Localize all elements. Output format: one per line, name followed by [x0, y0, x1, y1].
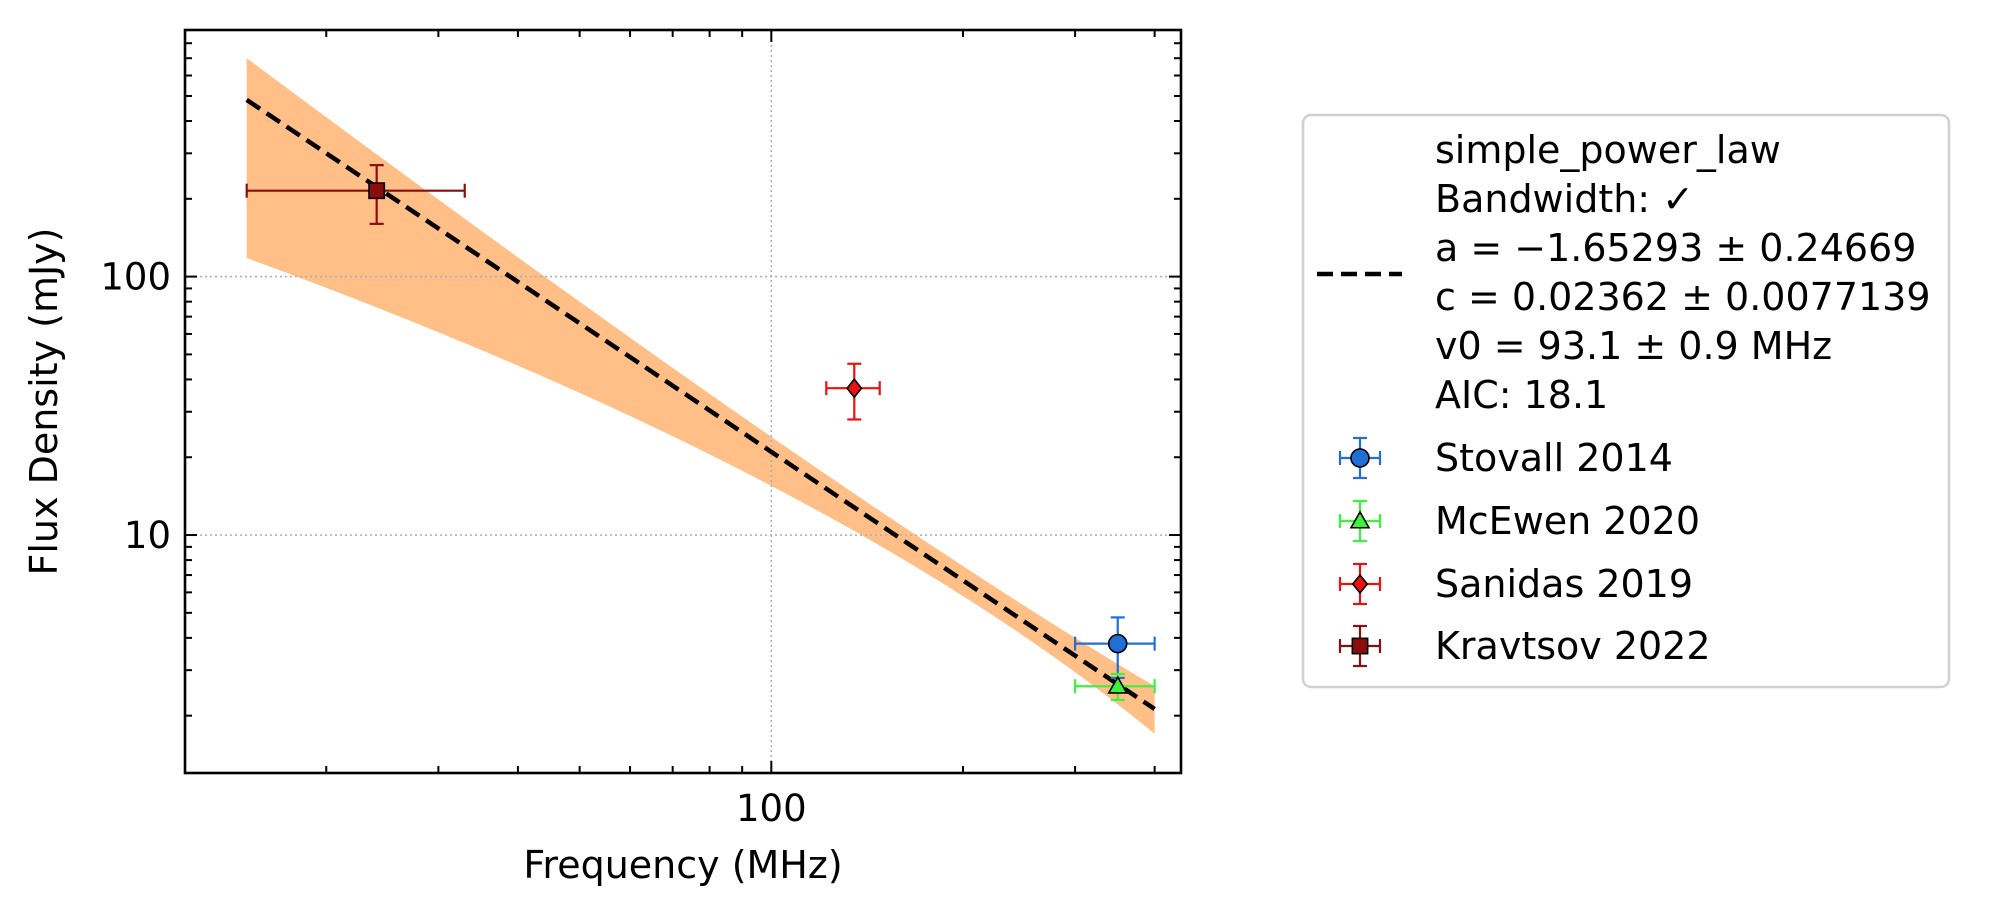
legend-label-stovall-2014: Stovall 2014: [1435, 436, 1673, 480]
legend-label-kravtsov-2022: Kravtsov 2022: [1435, 624, 1711, 668]
stovall-2014-point: [1107, 633, 1128, 654]
legend-marker-mcewen-2020: [1349, 510, 1371, 529]
legend-label-mcewen-2020: McEwen 2020: [1435, 499, 1700, 543]
legend-box: [1301, 113, 1951, 689]
legend-item-kravtsov-2022: Kravtsov 2022: [1338, 624, 1711, 668]
legend-marker-stovall-2014: [1350, 448, 1370, 468]
legend-fit-aic: AIC: 18.1: [1435, 373, 1608, 417]
legend-marker-sanidas-2019: [1351, 573, 1369, 595]
y-tick-label: 10: [124, 514, 171, 557]
y-axis-label: Flux Density (mJy): [22, 228, 66, 576]
legend-item-sanidas-2019: Sanidas 2019: [1338, 562, 1693, 606]
plot-frame: [183, 28, 1183, 775]
x-tick-label: 100: [736, 787, 807, 830]
legend: simple_power_law Bandwidth: ✓ a = −1.652…: [1301, 113, 1951, 689]
kravtsov-2022-point: [368, 182, 386, 200]
legend-fit-param-v0: v0 = 93.1 ± 0.9 MHz: [1435, 324, 1832, 368]
legend-marker-kravtsov-2022: [1351, 637, 1369, 655]
y-tick-label: 100: [100, 256, 171, 299]
legend-item-stovall-2014: Stovall 2014: [1338, 436, 1673, 480]
legend-fit-model-name: simple_power_law: [1435, 128, 1781, 172]
legend-fit-param-c: c = 0.02362 ± 0.0077139: [1435, 275, 1931, 319]
legend-fit-param-a: a = −1.65293 ± 0.24669: [1435, 226, 1916, 270]
sanidas-2019-point: [846, 377, 863, 399]
x-axis-label: Frequency (MHz): [523, 843, 842, 887]
legend-item-mcewen-2020: McEwen 2020: [1338, 499, 1700, 543]
mcewen-2020-point: [1107, 675, 1129, 694]
legend-fit-bandwidth: Bandwidth: ✓: [1435, 177, 1694, 221]
fit-line: [245, 98, 1156, 711]
legend-label-sanidas-2019: Sanidas 2019: [1435, 562, 1693, 606]
plot-area: [183, 28, 1183, 775]
fit-uncertainty-band: [246, 58, 1155, 734]
